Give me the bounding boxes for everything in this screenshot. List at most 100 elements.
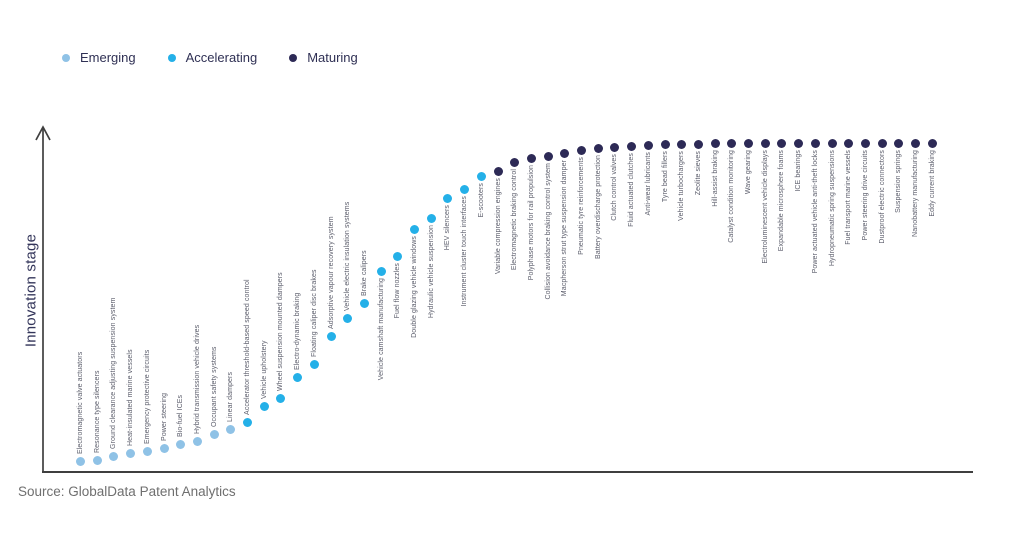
point-label: Vehicle camshaft manufacturing xyxy=(377,278,385,381)
data-point-emerging xyxy=(92,455,102,465)
point-label: Power steering xyxy=(160,392,168,441)
point-label: Hydropneumatic spring suspensions xyxy=(828,150,836,267)
data-point-maturing xyxy=(543,151,553,161)
data-point-maturing xyxy=(726,138,736,148)
data-point-accelerating xyxy=(359,298,369,308)
data-point-emerging xyxy=(75,456,85,466)
point-label: Collision avoidance braking control syst… xyxy=(544,163,552,300)
data-point-accelerating xyxy=(342,313,352,323)
data-point-maturing xyxy=(827,138,837,148)
point-label: Brake calipers xyxy=(360,250,368,296)
point-label: Fuel transport marine vessels xyxy=(844,150,852,245)
y-axis-arrow-icon xyxy=(35,125,51,141)
data-point-accelerating xyxy=(409,224,419,234)
data-point-accelerating xyxy=(376,266,386,276)
data-point-maturing xyxy=(509,157,519,167)
point-label: Accelerator threshold-based speed contro… xyxy=(243,279,251,415)
point-label: Instrument cluster touch interfaces xyxy=(460,196,468,307)
point-label: Heat-insulated marine vessels xyxy=(126,349,134,446)
data-point-maturing xyxy=(710,138,720,148)
point-label: Wheel suspension mounted dampers xyxy=(276,272,284,391)
point-label: Adsorptive vapour recovery system xyxy=(327,216,335,329)
point-label: Anti-wear lubricants xyxy=(644,152,652,216)
data-point-maturing xyxy=(810,138,820,148)
legend-item-accelerating: Accelerating xyxy=(167,50,258,65)
point-label: Tyre bead fillers xyxy=(661,151,669,203)
data-point-maturing xyxy=(559,148,569,158)
data-point-emerging xyxy=(225,424,235,434)
data-point-accelerating xyxy=(292,372,302,382)
point-label: Power actuated vehicle anti-theft locks xyxy=(811,150,819,274)
data-point-maturing xyxy=(609,142,619,152)
point-label: Electromagnetic braking control xyxy=(510,169,518,271)
data-point-maturing xyxy=(576,145,586,155)
point-label: Polyphase motors for rail propulsion xyxy=(527,165,535,281)
point-label: Floating caliper disc brakes xyxy=(310,269,318,357)
data-point-emerging xyxy=(142,446,152,456)
data-point-maturing xyxy=(493,166,503,176)
point-label: Electromagnetic valve actuators xyxy=(76,351,84,454)
data-point-emerging xyxy=(209,429,219,439)
legend: Emerging Accelerating Maturing xyxy=(62,50,358,65)
data-point-maturing xyxy=(793,138,803,148)
point-label: Emergency protective circuits xyxy=(143,349,151,444)
data-point-emerging xyxy=(159,443,169,453)
data-point-emerging xyxy=(108,451,118,461)
data-point-maturing xyxy=(860,138,870,148)
point-label: Bio-fuel ICEs xyxy=(176,394,184,437)
point-label: Double glazing vehicle windows xyxy=(410,236,418,338)
legend-label: Accelerating xyxy=(185,50,258,65)
point-label: Macpherson strut type suspension damper xyxy=(560,160,568,297)
data-point-accelerating xyxy=(426,213,436,223)
point-label: Hill-assist braking xyxy=(711,150,719,207)
point-label: Battery overdischarge protection xyxy=(594,155,602,259)
data-point-maturing xyxy=(660,139,670,149)
point-label: Catalyst condition monitoring xyxy=(727,150,735,243)
data-point-maturing xyxy=(776,138,786,148)
legend-label: Maturing xyxy=(307,50,358,65)
point-label: Vehicle electric insulation systems xyxy=(343,201,351,311)
data-point-maturing xyxy=(693,139,703,149)
point-label: Wave gearing xyxy=(744,150,752,195)
point-label: Electroluminescent vehicle displays xyxy=(761,150,769,264)
data-point-maturing xyxy=(526,153,536,163)
point-label: Pneumatic tyre reinforcements xyxy=(577,157,585,255)
legend-dot-icon xyxy=(62,53,70,62)
data-point-emerging xyxy=(175,439,185,449)
point-label: HEV silencers xyxy=(443,205,451,251)
source-note: Source: GlobalData Patent Analytics xyxy=(18,484,236,499)
data-point-accelerating xyxy=(242,417,252,427)
data-point-maturing xyxy=(626,141,636,151)
point-label: Fuel flow nozzles xyxy=(393,263,401,319)
data-point-maturing xyxy=(593,143,603,153)
point-label: Suspension springs xyxy=(894,150,902,213)
data-point-maturing xyxy=(910,138,920,148)
point-label: Hybrid transmission vehicle drives xyxy=(193,324,201,434)
data-point-accelerating xyxy=(476,171,486,181)
legend-label: Emerging xyxy=(80,50,136,65)
data-point-emerging xyxy=(192,436,202,446)
point-label: Resonance type silencers xyxy=(93,370,101,453)
data-point-accelerating xyxy=(392,251,402,261)
data-point-maturing xyxy=(877,138,887,148)
point-label: Occupant safety systems xyxy=(210,346,218,428)
data-point-maturing xyxy=(676,139,686,149)
point-label: Zeolite sieves xyxy=(694,151,702,196)
data-point-maturing xyxy=(843,138,853,148)
data-point-accelerating xyxy=(275,393,285,403)
point-label: Clutch control valves xyxy=(610,154,618,221)
point-label: Vehicle turbochargers xyxy=(677,151,685,221)
point-label: Linear dampers xyxy=(226,371,234,422)
legend-item-maturing: Maturing xyxy=(289,50,358,65)
point-label: Vehicle upholstery xyxy=(260,340,268,399)
point-label: Ground clearance adjusting suspension sy… xyxy=(109,297,117,449)
legend-dot-icon xyxy=(289,53,298,62)
data-point-maturing xyxy=(893,138,903,148)
point-label: Expandable microsphere foams xyxy=(777,150,785,252)
point-label: Eddy current braking xyxy=(928,150,936,217)
point-label: Power steering drive circuits xyxy=(861,150,869,241)
data-point-maturing xyxy=(743,138,753,148)
point-label: Dustproof electric connectors xyxy=(878,150,886,244)
